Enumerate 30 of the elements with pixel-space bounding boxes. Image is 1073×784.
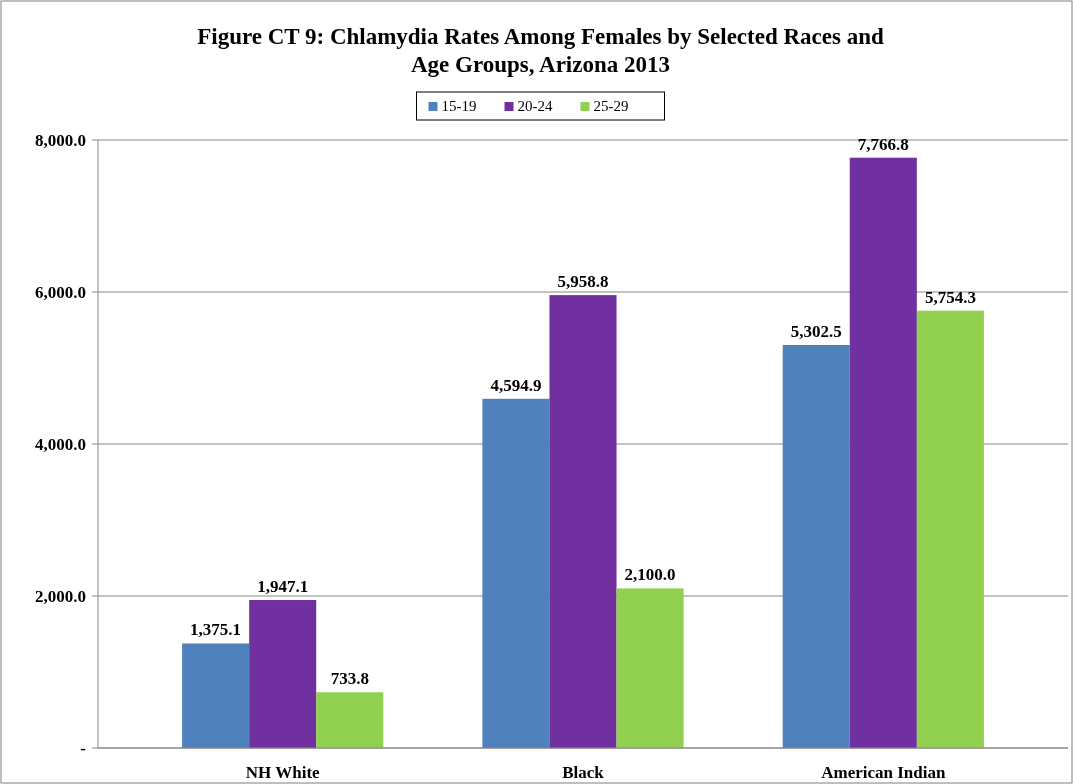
legend-label: 25-29 bbox=[593, 98, 629, 114]
x-tick-label: Black bbox=[562, 763, 605, 782]
data-label: 5,754.3 bbox=[924, 287, 976, 307]
x-tick-label: NH White bbox=[245, 763, 321, 782]
bar bbox=[782, 345, 850, 748]
y-tick-label: 8,000.0 bbox=[35, 130, 86, 150]
data-label: 733.8 bbox=[330, 669, 369, 689]
data-label: 1,375.1 bbox=[190, 620, 242, 640]
legend-label: 20-24 bbox=[517, 98, 553, 114]
chart-title: Figure CT 9: Chlamydia Rates Among Females by Selected Races and Age Groups, Arizona 2013 bbox=[197, 24, 884, 77]
bar bbox=[182, 643, 250, 748]
bar bbox=[616, 588, 684, 748]
bar bbox=[316, 692, 384, 748]
data-label: 5,302.5 bbox=[790, 322, 842, 342]
y-tick-label: 2,000.0 bbox=[35, 586, 86, 606]
bar bbox=[916, 310, 984, 748]
bar bbox=[482, 398, 550, 748]
x-tick-label: American Indian bbox=[821, 763, 946, 782]
data-label: 7,766.8 bbox=[857, 134, 909, 154]
data-label: 2,100.0 bbox=[624, 565, 676, 585]
legend-label: 15-19 bbox=[441, 98, 477, 114]
data-label: 5,958.8 bbox=[557, 272, 609, 292]
data-label: 1,947.1 bbox=[257, 577, 309, 597]
bar bbox=[549, 295, 617, 748]
y-tick-label: 4,000.0 bbox=[35, 434, 86, 454]
y-tick-label: - bbox=[80, 738, 87, 758]
bar bbox=[249, 600, 317, 748]
data-label: 4,594.9 bbox=[490, 375, 542, 395]
bar bbox=[849, 157, 917, 748]
y-tick-label: 6,000.0 bbox=[35, 282, 86, 302]
